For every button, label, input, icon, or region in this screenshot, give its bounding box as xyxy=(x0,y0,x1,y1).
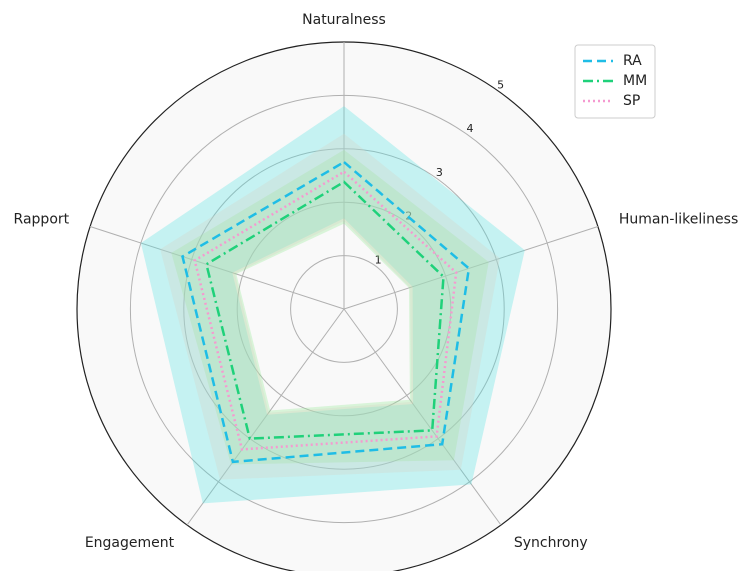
spoke xyxy=(343,226,599,310)
spoke xyxy=(343,308,502,526)
legend-label: SP xyxy=(623,93,640,109)
legend-label: RA xyxy=(623,53,642,69)
range-band xyxy=(140,106,525,504)
axis-label: Rapport xyxy=(14,212,70,228)
axis-label: Engagement xyxy=(85,535,175,551)
radial-tick-label: 1 xyxy=(375,253,382,266)
axis-label: Synchrony xyxy=(514,535,588,551)
legend: RA MM SP xyxy=(574,44,656,119)
spoke xyxy=(186,308,345,526)
series-line xyxy=(204,180,445,440)
range-band xyxy=(160,133,500,480)
radial-tick-label: 4 xyxy=(466,122,473,135)
radial-tick-label: 5 xyxy=(497,78,504,91)
radial-tick-label: 3 xyxy=(436,166,443,179)
legend-label: MM xyxy=(623,73,647,89)
spoke xyxy=(89,226,345,310)
axis-label: Naturalness xyxy=(302,12,386,28)
axis-label: Human-likeliness xyxy=(619,212,738,228)
series-line xyxy=(193,170,458,451)
